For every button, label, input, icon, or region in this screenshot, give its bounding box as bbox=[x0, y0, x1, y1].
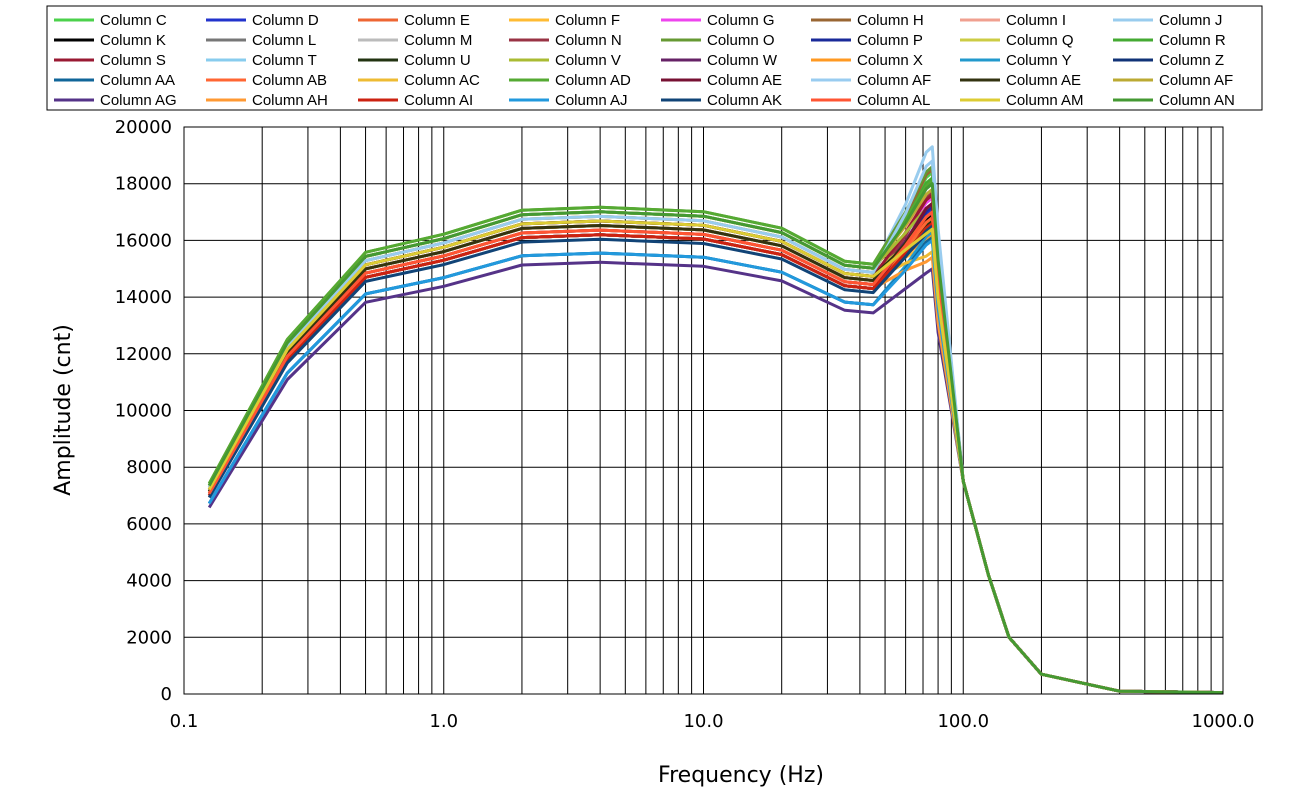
y-tick-label: 4000 bbox=[126, 571, 172, 592]
x-axis-title: Frequency (Hz) bbox=[658, 763, 824, 788]
legend-label: Column AJ bbox=[555, 92, 628, 109]
legend-label: Column K bbox=[100, 32, 166, 49]
legend-label: Column AG bbox=[100, 92, 177, 109]
y-tick-label: 8000 bbox=[126, 457, 172, 478]
x-tick-label: 100.0 bbox=[937, 711, 989, 732]
y-tick-label: 18000 bbox=[115, 174, 172, 195]
legend-box bbox=[46, 5, 1263, 111]
legend-label: Column S bbox=[100, 52, 166, 69]
legend-label: Column AF bbox=[1159, 72, 1233, 89]
legend-label: Column AI bbox=[404, 92, 473, 109]
y-tick-label: 16000 bbox=[115, 230, 172, 251]
legend-label: Column D bbox=[252, 12, 319, 29]
legend-label: Column Q bbox=[1006, 32, 1074, 49]
legend-label: Column R bbox=[1159, 32, 1226, 49]
legend-label: Column AH bbox=[252, 92, 328, 109]
legend-label: Column AN bbox=[1159, 92, 1235, 109]
y-tick-label: 10000 bbox=[115, 401, 172, 422]
legend-label: Column Y bbox=[1006, 52, 1072, 69]
y-tick-label: 14000 bbox=[115, 287, 172, 308]
x-tick-label: 1.0 bbox=[429, 711, 458, 732]
legend-label: Column AF bbox=[857, 72, 931, 89]
legend-label: Column M bbox=[404, 32, 472, 49]
legend-label: Column N bbox=[555, 32, 622, 49]
legend-label: Column AC bbox=[404, 72, 480, 89]
legend-label: Column C bbox=[100, 12, 167, 29]
legend-label: Column AE bbox=[707, 72, 782, 89]
legend-label: Column F bbox=[555, 12, 620, 29]
legend-label: Column X bbox=[857, 52, 923, 69]
gridlines bbox=[184, 127, 1223, 694]
legend-label: Column AL bbox=[857, 92, 930, 109]
x-tick-label: 0.1 bbox=[170, 711, 199, 732]
legend: Column C Column D Column E Column F Column G… bbox=[54, 12, 1235, 109]
series-lines bbox=[207, 145, 1224, 695]
legend-label: Column AB bbox=[252, 72, 327, 89]
legend-label: Column U bbox=[404, 52, 471, 69]
x-tick-label: 1000.0 bbox=[1192, 711, 1255, 732]
x-tick-label: 10.0 bbox=[683, 711, 723, 732]
legend-label: Column AM bbox=[1006, 92, 1084, 109]
legend-label: Column AK bbox=[707, 92, 782, 109]
legend-label: Column T bbox=[252, 52, 317, 69]
y-tick-label: 0 bbox=[161, 684, 172, 705]
y-axis-title: Amplitude (cnt) bbox=[51, 324, 76, 496]
y-tick-label: 20000 bbox=[115, 117, 172, 138]
y-tick-label: 6000 bbox=[126, 514, 172, 535]
x-tick-labels: 0.1 1.0 10.0 100.0 1000.0 bbox=[170, 711, 1255, 732]
legend-label: Column AA bbox=[100, 72, 175, 89]
legend-label: Column H bbox=[857, 12, 924, 29]
legend-label: Column Z bbox=[1159, 52, 1224, 69]
legend-label: Column AE bbox=[1006, 72, 1081, 89]
legend-label: Column W bbox=[707, 52, 778, 69]
legend-label: Column V bbox=[555, 52, 621, 69]
legend-label: Column O bbox=[707, 32, 775, 49]
plot-border bbox=[183, 126, 1224, 695]
legend-label: Column I bbox=[1006, 12, 1066, 29]
legend-label: Column J bbox=[1159, 12, 1222, 29]
legend-label: Column G bbox=[707, 12, 775, 29]
legend-label: Column E bbox=[404, 12, 470, 29]
legend-label: Column L bbox=[252, 32, 316, 49]
series-line bbox=[207, 182, 1224, 695]
y-tick-label: 12000 bbox=[115, 344, 172, 365]
y-tick-labels: 0 2000 4000 6000 8000 10000 12000 14000 16000 180… bbox=[115, 117, 172, 705]
legend-label: Column P bbox=[857, 32, 923, 49]
legend-label: Column AD bbox=[555, 72, 631, 89]
y-tick-label: 2000 bbox=[126, 627, 172, 648]
